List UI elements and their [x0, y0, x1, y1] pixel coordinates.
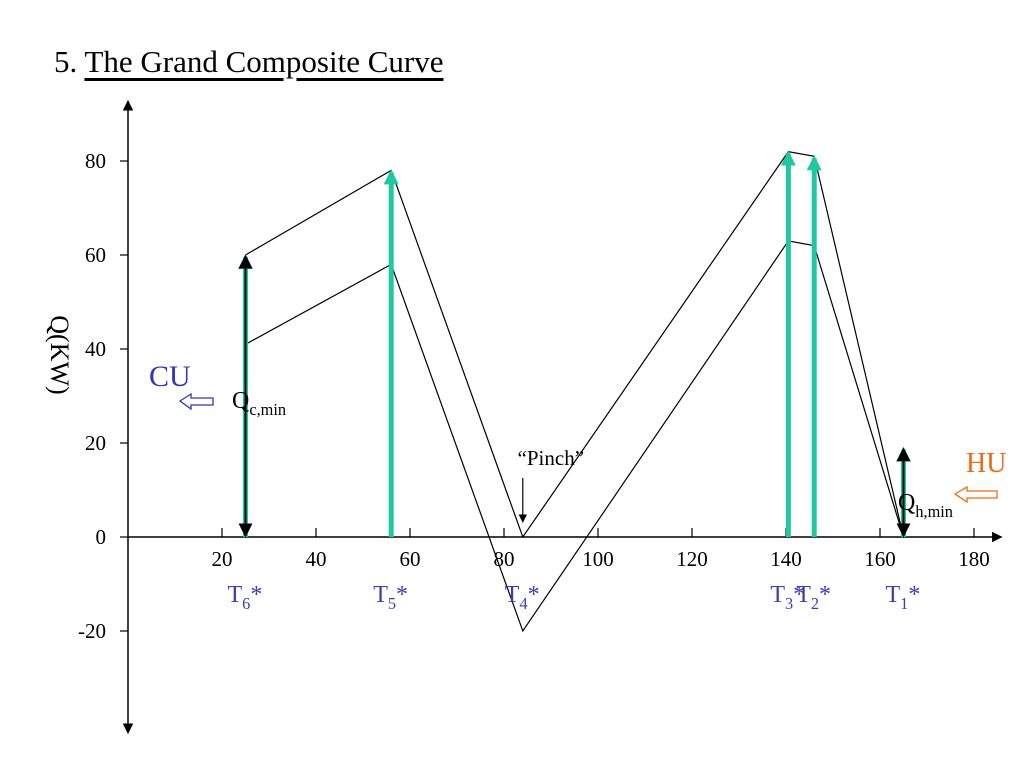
title-number: 5.: [54, 44, 78, 79]
hot-utility-arrow-icon: [953, 485, 998, 504]
temperature-label-6: T6*: [228, 582, 263, 613]
x-tick-label: 100: [582, 547, 614, 571]
slide-title: 5. The Grand Composite Curve: [54, 44, 443, 80]
x-tick-label: 40: [306, 547, 327, 571]
y-axis-label: Q(KW): [45, 315, 74, 394]
cold-utility-arrow-icon: [178, 392, 214, 411]
hot-utility-label: HU: [966, 448, 1006, 479]
y-tick-label: 20: [85, 431, 106, 455]
qc-min-label: Qc,min: [232, 388, 286, 419]
temperature-label-4: T4*: [505, 582, 540, 613]
y-tick-label: -20: [78, 619, 106, 643]
curve-series-2: [245, 240, 905, 633]
y-tick-label: 40: [85, 337, 106, 361]
y-tick-label: 60: [85, 243, 106, 267]
x-tick-label: 160: [864, 547, 896, 571]
temperature-label-1: T1*: [886, 582, 921, 613]
curves: [245, 150, 905, 633]
axes: [120, 99, 1003, 735]
x-tick-label: 120: [676, 547, 708, 571]
qh-min-label: Qh,min: [898, 490, 953, 521]
temperature-label-3: T3*: [770, 582, 805, 613]
pinch-label: “Pinch”: [518, 446, 584, 470]
x-tick-label: 60: [400, 547, 421, 571]
labels: 20 40 60 80 100 120 140 160 180 -20 0 20 40 60 80 Q(KW)…: [45, 149, 1006, 643]
cold-utility-label: CU: [149, 360, 191, 393]
curve-series-1: [245, 150, 905, 539]
y-tick-label: 80: [85, 149, 106, 173]
x-tick-label: 140: [770, 547, 802, 571]
temperature-label-5: T5*: [373, 582, 408, 613]
x-tick-label: 180: [958, 547, 990, 571]
y-tick-label: 0: [96, 525, 107, 549]
arrows: [238, 150, 911, 538]
title-text: The Grand Composite Curve: [84, 44, 444, 79]
x-tick-label: 80: [494, 547, 515, 571]
temperature-label-2: T2*: [796, 582, 831, 613]
x-tick-label: 20: [212, 547, 233, 571]
